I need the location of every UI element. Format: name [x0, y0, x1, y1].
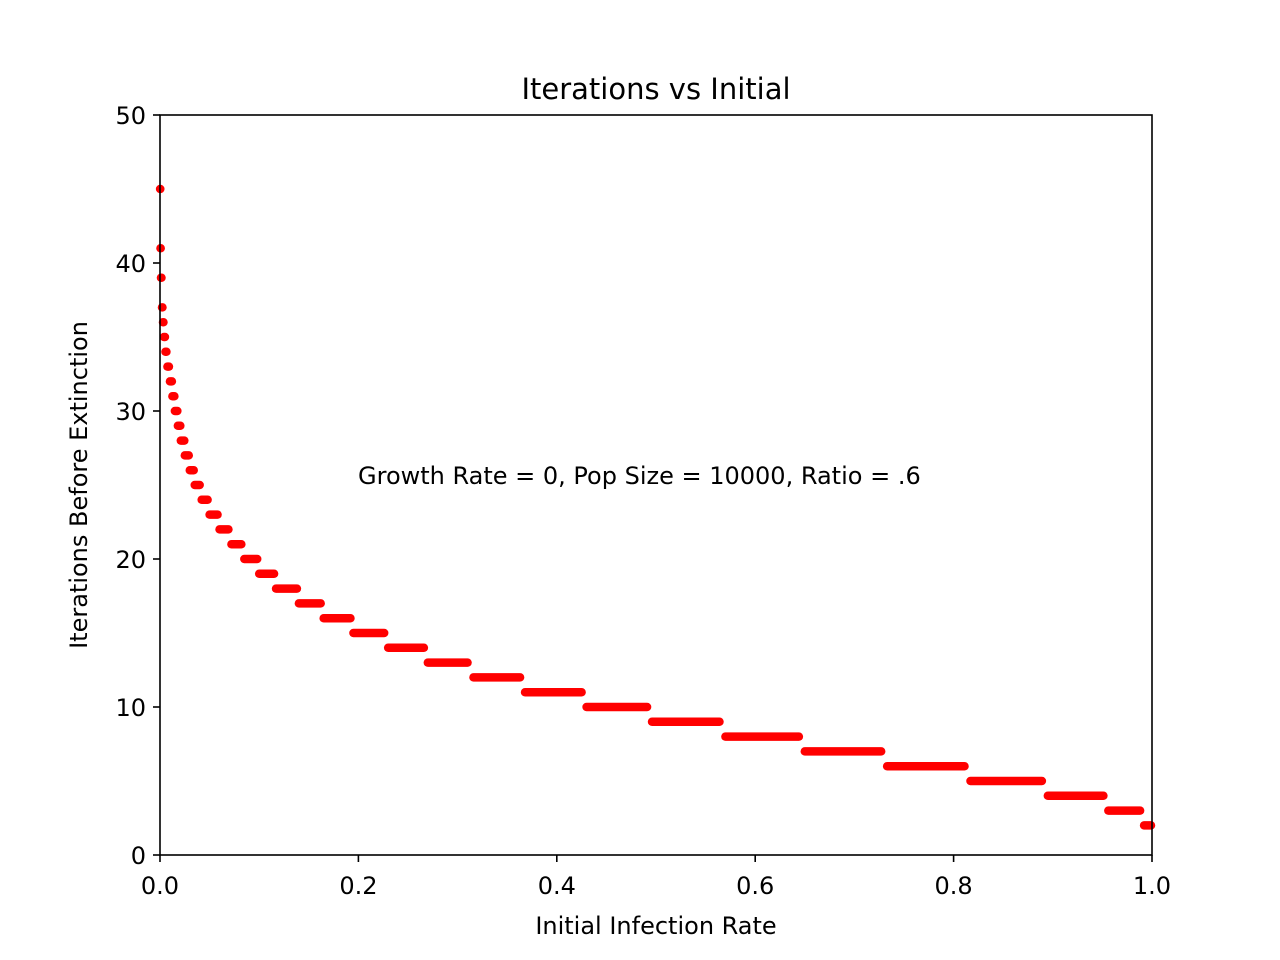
x-axis: 0.0 0.2 0.4 0.6 0.8 1.0 [141, 855, 1171, 900]
y-axis: 0 10 20 30 40 50 [115, 102, 160, 870]
chart-annotation: Growth Rate = 0, Pop Size = 10000, Ratio… [358, 462, 921, 490]
y-tick-label: 20 [115, 546, 146, 574]
data-points [155, 184, 1156, 830]
y-tick-label: 0 [131, 842, 146, 870]
x-tick-label: 0.0 [141, 872, 179, 900]
y-tick-label: 30 [115, 398, 146, 426]
y-axis-label: Iterations Before Extinction [65, 321, 93, 649]
x-tick-label: 0.2 [339, 872, 377, 900]
x-tick-label: 0.6 [736, 872, 774, 900]
x-tick-label: 0.4 [538, 872, 576, 900]
x-axis-label: Initial Infection Rate [535, 912, 776, 940]
y-tick-label: 50 [115, 102, 146, 130]
y-tick-label: 40 [115, 250, 146, 278]
chart-title: Iterations vs Initial [521, 72, 790, 106]
y-tick-label: 10 [115, 694, 146, 722]
x-tick-label: 1.0 [1133, 872, 1171, 900]
plot-frame [159, 114, 1153, 856]
x-tick-label: 0.8 [935, 872, 973, 900]
